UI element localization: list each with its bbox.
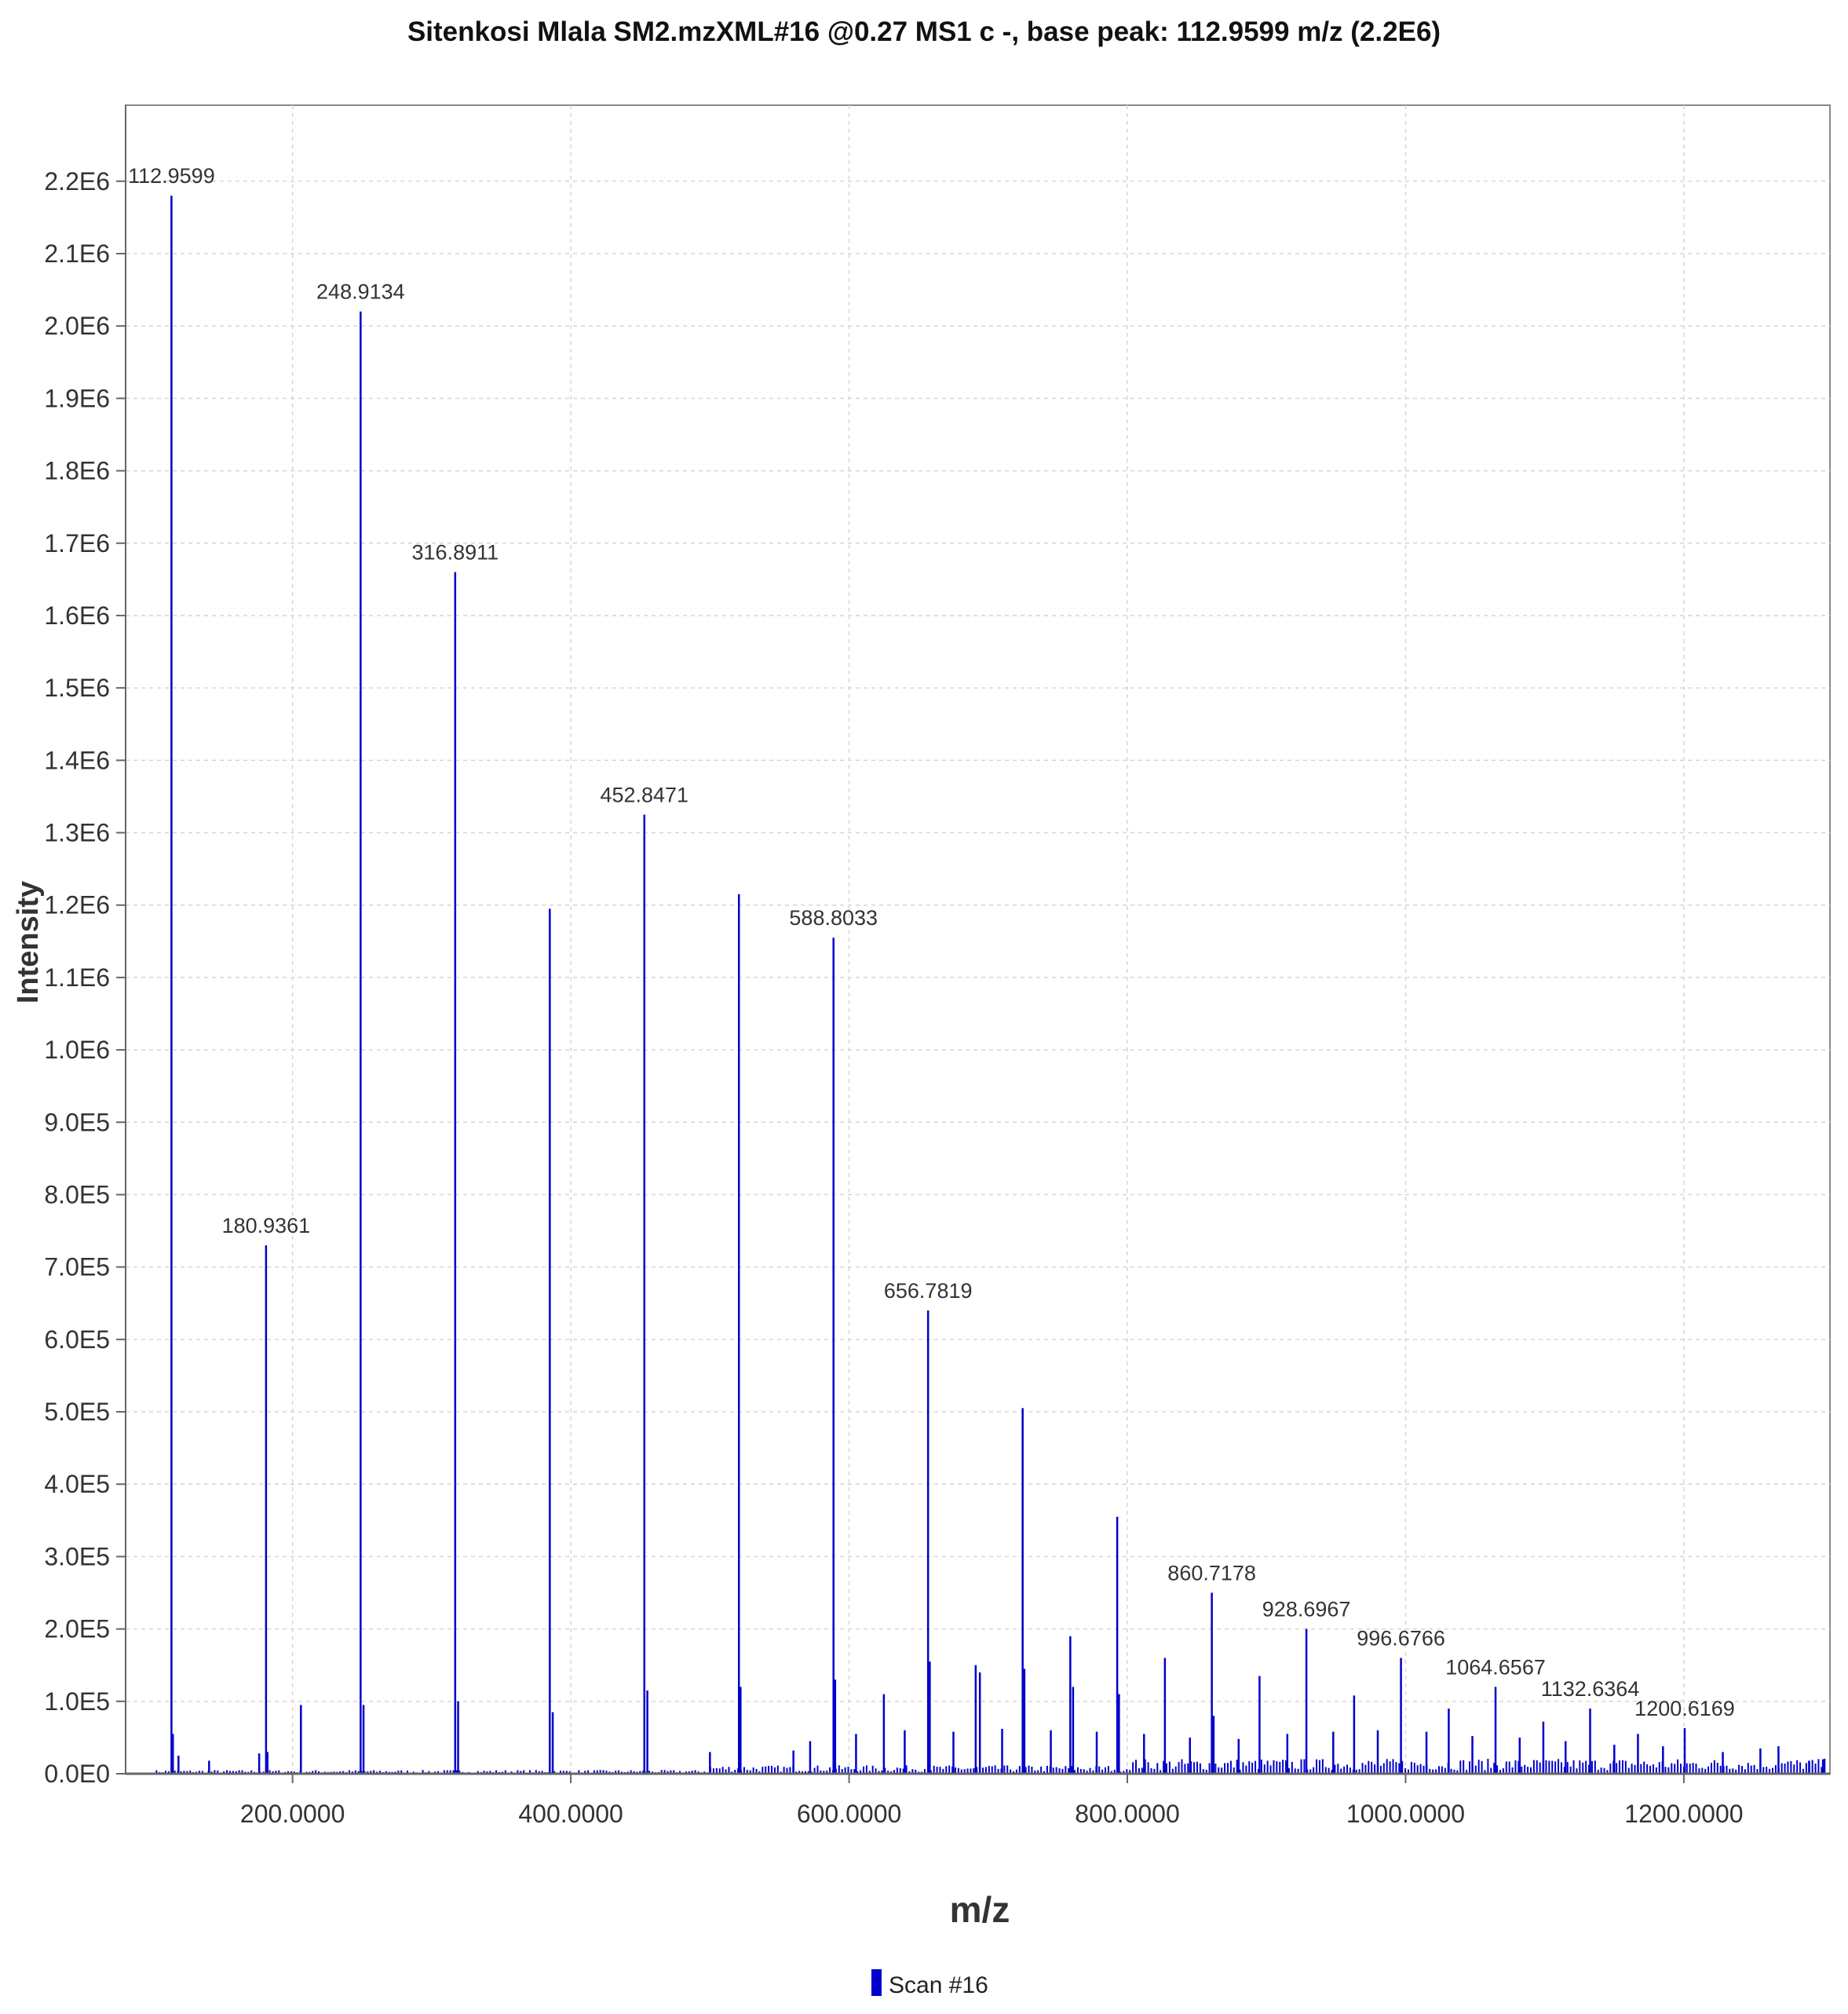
peak-label: 656.7819	[884, 1279, 973, 1303]
y-tick-label: 4.0E5	[44, 1470, 110, 1498]
plot-area	[125, 104, 1831, 1775]
x-tick-label: 600.0000	[797, 1800, 901, 1828]
grid-lines	[126, 105, 1830, 1774]
x-axis-ticks: 200.0000 400.0000 600.0000 800.0000 1000.000…	[240, 1774, 1744, 1828]
y-tick-label: 1.7E6	[44, 529, 110, 557]
peak-label: 452.8471	[600, 783, 688, 806]
legend-label: Scan #16	[889, 1972, 988, 1998]
y-tick-label: 1.5E6	[44, 674, 110, 702]
x-axis-title: m/z	[950, 1889, 1010, 1930]
x-tick-label: 400.0000	[518, 1800, 623, 1828]
peak-labels: 112.9599 180.9361 248.9134 316.8911 452.8471…	[128, 164, 1735, 1720]
x-tick-label: 1000.0000	[1346, 1800, 1465, 1828]
x-tick-label: 1200.0000	[1624, 1800, 1743, 1828]
legend: Scan #16	[871, 1969, 988, 1998]
y-tick-label: 1.1E6	[44, 963, 110, 992]
peak-label: 1064.6567	[1445, 1655, 1546, 1679]
peak-label: 112.9599	[128, 164, 215, 188]
legend-swatch	[871, 1969, 882, 1996]
y-tick-label: 1.6E6	[44, 601, 110, 630]
peak-label: 248.9134	[316, 280, 405, 304]
y-axis-ticks: 0.0E0 1.0E5 2.0E5 3.0E5 4.0E5 5.0E5 6.0E5 7.0E5…	[44, 167, 126, 1788]
peak-label: 1200.6169	[1634, 1697, 1735, 1720]
peak-label: 860.7178	[1167, 1562, 1256, 1585]
y-tick-label: 0.0E0	[44, 1760, 110, 1788]
peak-label: 588.8033	[789, 906, 878, 930]
peak-label: 316.8911	[412, 541, 499, 565]
y-tick-label: 1.9E6	[44, 384, 110, 412]
peak-series	[152, 196, 1826, 1774]
peak-label: 928.6967	[1262, 1598, 1351, 1621]
y-tick-label: 2.0E6	[44, 312, 110, 340]
x-tick-label: 800.0000	[1075, 1800, 1179, 1828]
y-tick-label: 2.1E6	[44, 239, 110, 268]
peak-label: 180.9361	[222, 1214, 311, 1237]
y-tick-label: 1.0E6	[44, 1036, 110, 1064]
y-tick-label: 8.0E5	[44, 1180, 110, 1208]
y-tick-label: 1.4E6	[44, 746, 110, 774]
peak-label: 1132.6364	[1541, 1677, 1640, 1701]
y-tick-label: 9.0E5	[44, 1108, 110, 1136]
peak-label: 996.6766	[1357, 1626, 1445, 1650]
chart-title: Sitenkosi Mlala SM2.mzXML#16 @0.27 MS1 c…	[407, 16, 1441, 47]
y-tick-label: 6.0E5	[44, 1325, 110, 1354]
y-tick-label: 3.0E5	[44, 1542, 110, 1570]
y-tick-label: 2.2E6	[44, 167, 110, 196]
y-tick-label: 1.0E5	[44, 1687, 110, 1716]
y-tick-label: 1.8E6	[44, 457, 110, 485]
y-axis-title: Intensity	[12, 881, 45, 1003]
x-tick-label: 200.0000	[240, 1800, 345, 1828]
y-tick-label: 2.0E5	[44, 1615, 110, 1643]
y-tick-label: 1.3E6	[44, 819, 110, 847]
y-tick-label: 7.0E5	[44, 1253, 110, 1281]
y-tick-label: 1.2E6	[44, 891, 110, 919]
y-tick-label: 5.0E5	[44, 1398, 110, 1426]
